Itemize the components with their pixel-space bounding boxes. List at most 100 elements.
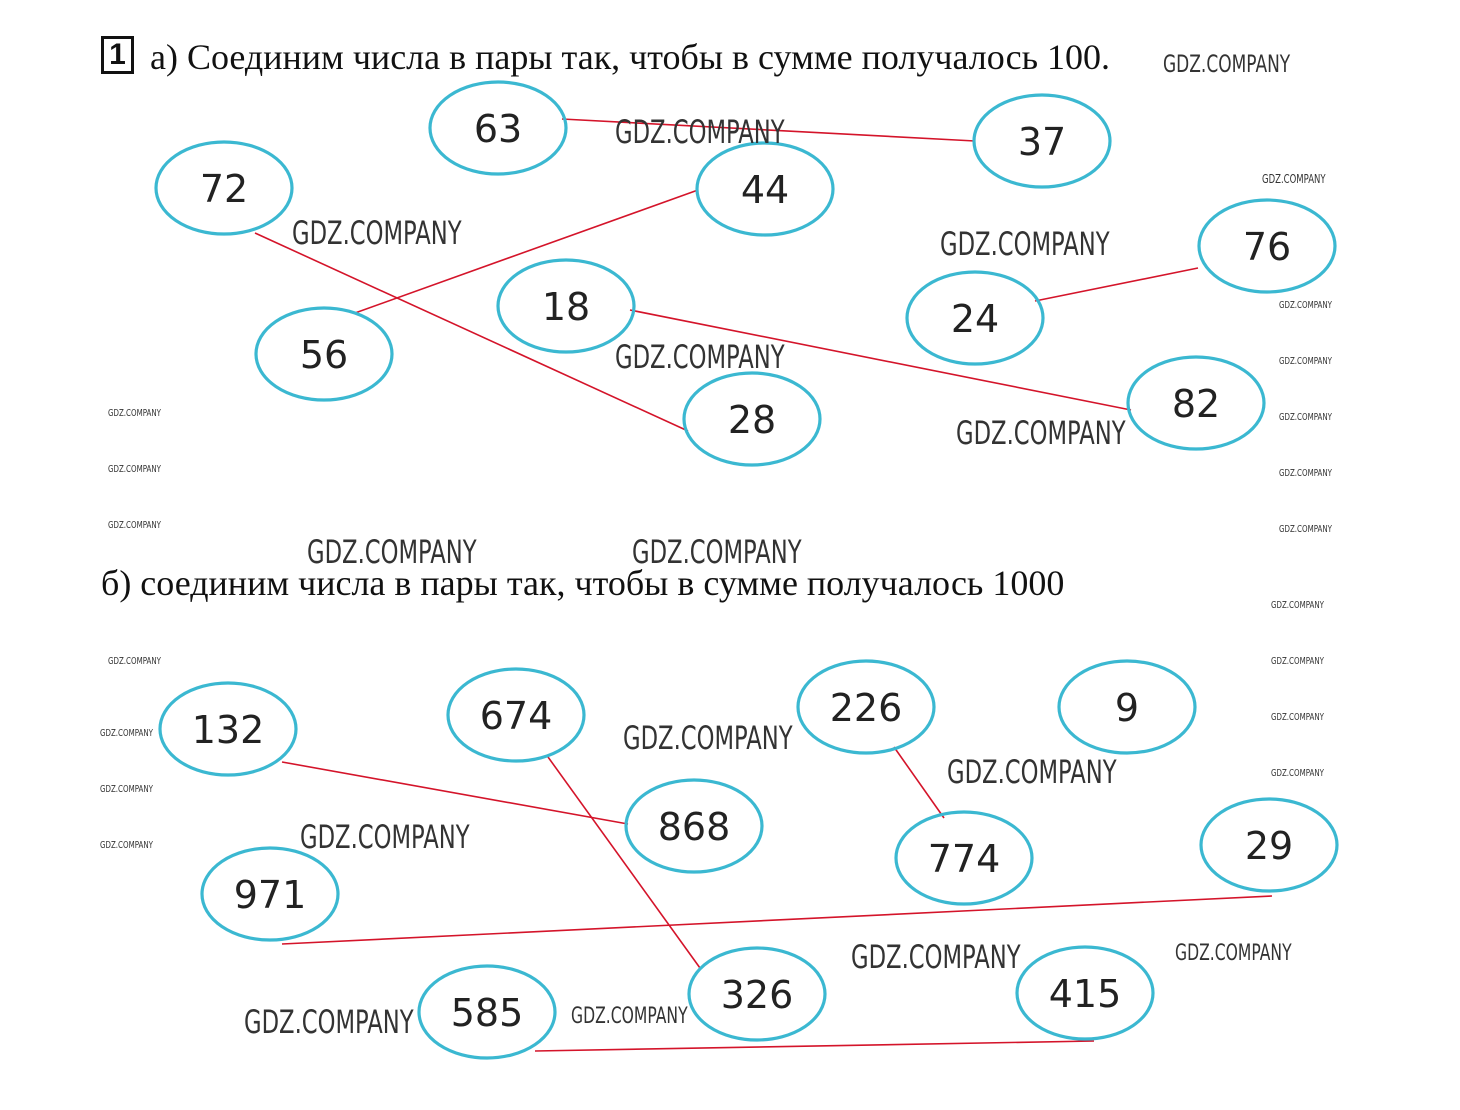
number-label: 971 — [234, 873, 307, 917]
number-label: 28 — [728, 398, 776, 442]
watermark-text: GDZ.COMPANY — [108, 656, 162, 667]
number-label: 37 — [1018, 120, 1066, 164]
number-oval — [417, 964, 557, 1060]
number-ovals: 63 37 72 44 76 56 18 24 82 28 132 674 226 9 868 774 29 97… — [154, 80, 1339, 1060]
number-oval — [1015, 945, 1155, 1041]
part-a-number-76: 76 — [1197, 198, 1337, 294]
watermark-text: GDZ.COMPANY — [1279, 524, 1333, 535]
watermark-text: GDZ.COMPANY — [1279, 356, 1333, 367]
part-b-number-9: 9 — [1057, 659, 1197, 755]
pair-line-18-82 — [629, 309, 1132, 411]
pair-line-674-326 — [547, 756, 701, 969]
watermark-text: GDZ.COMPANY — [300, 818, 470, 856]
part-a-number-44: 44 — [695, 141, 835, 237]
number-label: 674 — [480, 694, 553, 738]
part-a-number-82: 82 — [1126, 355, 1266, 451]
pair-line-72-28 — [254, 232, 689, 432]
number-oval — [1199, 797, 1339, 893]
part-b-number-29: 29 — [1199, 797, 1339, 893]
watermark-text: GDZ.COMPANY — [851, 938, 1021, 976]
part-b-number-774: 774 — [894, 810, 1034, 906]
part-b-heading: б) соединим числа в пары так, чтобы в су… — [101, 563, 1065, 603]
number-oval — [200, 846, 340, 942]
number-label: 132 — [192, 708, 265, 752]
watermark-text: GDZ.COMPANY — [1163, 50, 1290, 78]
watermark-text: GDZ.COMPANY — [1279, 468, 1333, 479]
watermark-text: GDZ.COMPANY — [615, 113, 785, 151]
watermark-text: GDZ.COMPANY — [1271, 656, 1325, 667]
number-label: 18 — [542, 285, 590, 329]
number-label: 585 — [451, 991, 524, 1035]
pair-line-56-44 — [354, 189, 699, 314]
number-label: 415 — [1049, 972, 1122, 1016]
part-a-number-56: 56 — [254, 306, 394, 402]
number-label: 63 — [474, 107, 522, 151]
watermark-text: GDZ.COMPANY — [244, 1003, 414, 1041]
part-b-number-674: 674 — [446, 667, 586, 763]
watermark-text: GDZ.COMPANY — [947, 753, 1117, 791]
number-oval — [687, 946, 827, 1042]
watermark-text: GDZ.COMPANY — [108, 464, 162, 475]
watermark-text: GDZ.COMPANY — [1271, 600, 1325, 611]
number-label: 72 — [200, 167, 248, 211]
pair-line-585-415 — [534, 1040, 1095, 1052]
watermark-text: GDZ.COMPANY — [940, 225, 1110, 263]
number-oval — [894, 810, 1034, 906]
part-b-number-326: 326 — [687, 946, 827, 1042]
number-oval — [254, 306, 394, 402]
number-label: 9 — [1115, 686, 1139, 730]
number-label: 82 — [1172, 382, 1220, 426]
number-oval — [905, 270, 1045, 366]
number-label: 56 — [300, 333, 348, 377]
watermark-text: GDZ.COMPANY — [632, 533, 802, 571]
number-label: 24 — [951, 297, 999, 341]
part-a-number-18: 18 — [496, 258, 636, 354]
number-oval — [446, 667, 586, 763]
watermark-text: GDZ.COMPANY — [571, 1004, 688, 1029]
watermark-text: GDZ.COMPANY — [615, 338, 785, 376]
number-oval — [1057, 659, 1197, 755]
number-label: 44 — [741, 168, 789, 212]
number-oval — [1197, 198, 1337, 294]
part-a-number-24: 24 — [905, 270, 1045, 366]
number-oval — [972, 93, 1112, 189]
watermark-text: GDZ.COMPANY — [956, 414, 1126, 452]
number-oval — [428, 80, 568, 176]
watermark-text: GDZ.COMPANY — [623, 719, 793, 757]
number-oval — [624, 778, 764, 874]
part-a-number-28: 28 — [682, 371, 822, 467]
number-oval — [796, 659, 936, 755]
part-b-number-415: 415 — [1015, 945, 1155, 1041]
number-label: 774 — [928, 837, 1001, 881]
part-a-number-37: 37 — [972, 93, 1112, 189]
number-oval — [158, 681, 298, 777]
part-a-number-72: 72 — [154, 140, 294, 236]
watermark-text: GDZ.COMPANY — [292, 214, 462, 252]
number-label: 868 — [658, 805, 731, 849]
watermark-text: GDZ.COMPANY — [1279, 412, 1333, 423]
watermark-text: GDZ.COMPANY — [1262, 172, 1326, 186]
number-oval — [496, 258, 636, 354]
number-label: 326 — [721, 973, 794, 1017]
number-oval — [154, 140, 294, 236]
pair-line-24-76 — [1034, 267, 1199, 302]
watermark-text: GDZ.COMPANY — [1271, 712, 1325, 723]
part-b-number-132: 132 — [158, 681, 298, 777]
watermark-text: GDZ.COMPANY — [108, 520, 162, 531]
watermark-text: GDZ.COMPANY — [100, 840, 154, 851]
watermark-text: GDZ.COMPANY — [100, 784, 154, 795]
watermark-text: GDZ.COMPANY — [100, 728, 154, 739]
part-b-number-585: 585 — [417, 964, 557, 1060]
watermark-text: GDZ.COMPANY — [1175, 941, 1292, 966]
part-b-number-226: 226 — [796, 659, 936, 755]
pair-line-971-29 — [281, 895, 1273, 945]
part-a-number-63: 63 — [428, 80, 568, 176]
watermark-text: GDZ.COMPANY — [108, 408, 162, 419]
part-a-heading: а) Соединим числа в пары так, чтобы в су… — [150, 37, 1111, 77]
part-b-number-971: 971 — [200, 846, 340, 942]
number-label: 226 — [830, 686, 903, 730]
part-b-number-868: 868 — [624, 778, 764, 874]
pair-line-226-774 — [893, 746, 945, 819]
watermark-text: GDZ.COMPANY — [307, 533, 477, 571]
